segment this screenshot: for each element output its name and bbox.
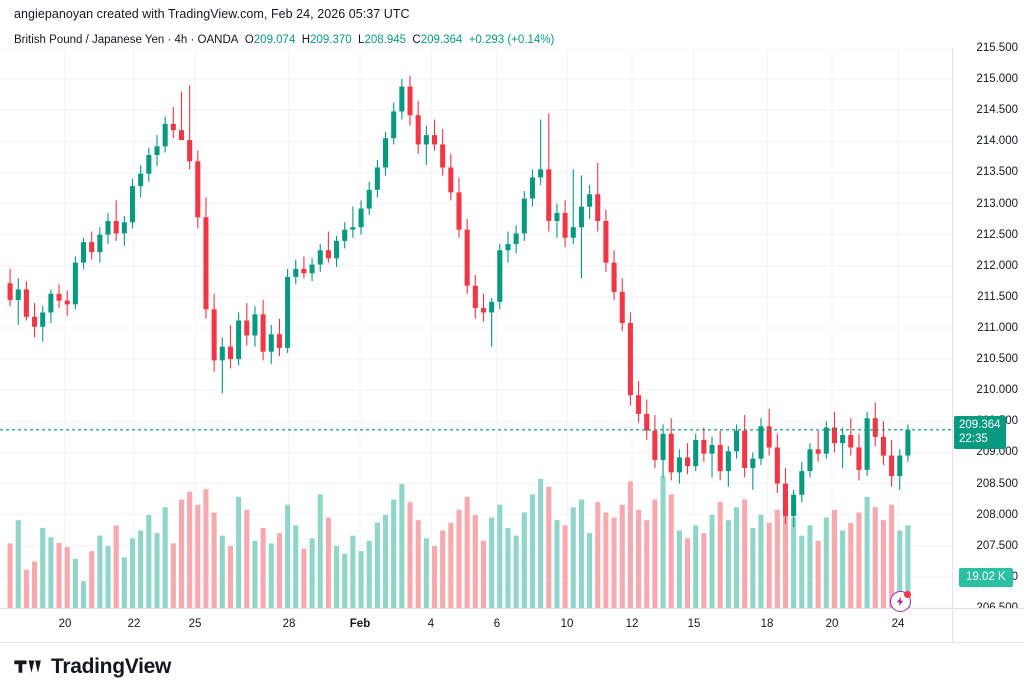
legend-symbol-row[interactable]: British Pound / Japanese Yen · 4h · OAND… <box>14 32 554 48</box>
current-volume-badge[interactable]: 19.02 K <box>959 568 1013 587</box>
current-price-value: 209.364 <box>959 418 1001 431</box>
price-axis[interactable]: 215.500 215.000 214.500 214.000 213.500 213.0… <box>952 42 1024 614</box>
time-axis[interactable]: 20 22 25 28 Feb 4 6 10 12 15 18 20 24 <box>0 608 952 642</box>
chart-canvas <box>0 48 952 608</box>
current-price-badge[interactable]: 209.364 22:35 <box>954 415 1006 449</box>
legend-exchange: OANDA <box>197 34 239 46</box>
price-axis-tick: 211.000 <box>977 322 1018 334</box>
axis-corner <box>952 608 1024 642</box>
price-axis-tick: 207.500 <box>976 539 1018 552</box>
legend-symbol: British Pound / Japanese Yen <box>14 34 165 46</box>
lightning-bolt-icon[interactable] <box>890 591 911 612</box>
legend-change-value: +0.293 (+0.14%) <box>468 34 555 46</box>
legend-close-label: C <box>412 34 421 46</box>
legend-sep-2: · <box>187 34 198 46</box>
price-axis-tick: 210.500 <box>976 353 1018 366</box>
current-price-countdown: 22:35 <box>959 432 988 445</box>
price-axis-tick: 209.000 <box>976 446 1018 459</box>
price-axis-tick: 212.500 <box>976 228 1018 241</box>
legend-high-label: H <box>301 34 311 46</box>
time-axis-tick: 20 <box>58 618 72 630</box>
notification-dot <box>904 591 911 598</box>
legend-sep-1: · <box>164 34 175 46</box>
price-axis-tick: 214.000 <box>976 135 1018 148</box>
legend-low-label: L <box>358 34 365 46</box>
watermark-text: angiepanoyan created with TradingView.co… <box>14 7 410 21</box>
price-axis-tick: 210.000 <box>976 384 1018 397</box>
footer-bar: TradingView <box>0 642 1024 696</box>
price-axis-tick: 214.500 <box>976 104 1018 117</box>
time-axis-tick: 20 <box>825 618 839 630</box>
time-axis-tick: 18 <box>760 618 774 630</box>
lightning-bolt-glyph <box>896 596 904 607</box>
price-axis-tick: 213.000 <box>976 197 1018 210</box>
legend-open-label: O <box>244 34 254 46</box>
legend-low-value: 208.945 <box>364 34 407 46</box>
time-axis-tick: 10 <box>560 618 574 630</box>
price-axis-tick: 211.500 <box>977 290 1018 303</box>
time-axis-tick: 12 <box>625 618 639 630</box>
tradingview-logo-icon <box>14 660 41 673</box>
price-axis-tick: 215.000 <box>976 73 1018 86</box>
price-axis-tick: 215.500 <box>976 42 1018 54</box>
time-axis-tick: 28 <box>282 618 296 630</box>
price-axis-tick: 208.500 <box>976 477 1018 490</box>
time-axis-tick: Feb <box>349 618 371 630</box>
legend-interval: 4h <box>174 34 188 46</box>
time-axis-tick: 6 <box>493 618 501 630</box>
legend-high-value: 209.370 <box>310 34 352 46</box>
price-axis-tick: 213.500 <box>976 166 1018 179</box>
price-axis-tick: 208.000 <box>976 508 1018 521</box>
legend-close-value: 209.364 <box>420 34 463 46</box>
legend-open-value: 209.074 <box>253 34 296 46</box>
time-axis-tick: 4 <box>427 618 435 630</box>
time-axis-tick: 24 <box>891 618 905 630</box>
time-axis-tick: 15 <box>687 618 701 630</box>
time-axis-tick: 25 <box>188 618 202 630</box>
time-axis-tick: 22 <box>127 618 141 630</box>
price-axis-tick: 212.000 <box>976 259 1018 272</box>
chart-plot-area[interactable] <box>0 48 952 608</box>
tradingview-wordmark: TradingView <box>51 655 172 678</box>
tradingview-logo[interactable]: TradingView <box>14 655 171 679</box>
